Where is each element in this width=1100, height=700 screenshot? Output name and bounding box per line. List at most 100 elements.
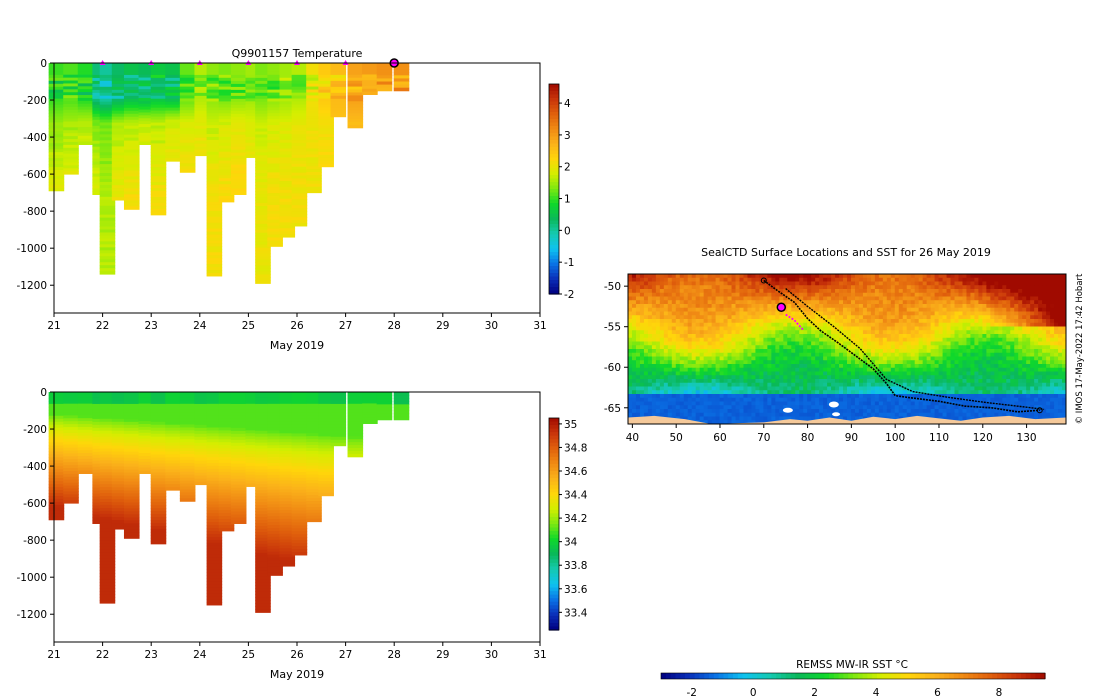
sst-cell bbox=[755, 285, 760, 290]
salinity-colorbar-segment bbox=[549, 566, 559, 571]
sst-cell bbox=[894, 326, 900, 331]
sst-cell bbox=[1062, 300, 1066, 305]
sst-cell bbox=[870, 345, 876, 350]
sst-cell bbox=[643, 304, 649, 309]
salinity-cell bbox=[291, 504, 308, 509]
sst-cell bbox=[878, 315, 884, 320]
sst-cell bbox=[639, 356, 645, 361]
salinity-cell bbox=[267, 545, 283, 550]
sst-cell bbox=[1026, 356, 1031, 361]
temperature-cell bbox=[99, 63, 116, 67]
temperature-cell bbox=[77, 100, 94, 105]
salinity-cell bbox=[77, 403, 94, 408]
sst-cell bbox=[858, 334, 864, 339]
sst-cell bbox=[1046, 319, 1051, 324]
sst-cell bbox=[675, 334, 681, 339]
sst-cell bbox=[731, 356, 737, 361]
sst-cell bbox=[783, 352, 788, 357]
salinity-cell bbox=[267, 468, 283, 473]
sst-cell bbox=[1034, 315, 1039, 320]
salinity-cell bbox=[63, 432, 79, 437]
temperature-cell bbox=[123, 122, 140, 127]
temperature-cell bbox=[291, 116, 308, 120]
temperature-cell bbox=[267, 86, 283, 91]
sst-cell bbox=[1006, 289, 1011, 294]
salinity-cell bbox=[318, 409, 334, 414]
sst-cell bbox=[1014, 345, 1019, 350]
sst-cell bbox=[938, 330, 944, 335]
temperature-cell bbox=[279, 133, 296, 138]
sst-cell bbox=[843, 341, 848, 346]
temperature-cell bbox=[376, 75, 393, 79]
temperature-cell bbox=[165, 77, 181, 82]
sst-cell bbox=[862, 322, 868, 327]
temperature-cell bbox=[150, 182, 167, 186]
sst-cell bbox=[850, 337, 856, 342]
sst-cell bbox=[783, 322, 788, 327]
sst-cell bbox=[803, 304, 808, 309]
sst-cell bbox=[930, 315, 936, 320]
temperature-cell bbox=[165, 119, 181, 123]
sst-cell bbox=[639, 274, 645, 279]
temperature-cell bbox=[99, 125, 116, 129]
temperature-cell bbox=[230, 113, 247, 118]
sst-cell bbox=[795, 307, 800, 312]
sst-cell bbox=[966, 274, 971, 279]
salinity-cell bbox=[267, 400, 283, 405]
salinity-cell bbox=[279, 442, 296, 446]
temperature-cell bbox=[393, 72, 410, 76]
sst-cell bbox=[898, 277, 904, 282]
salinity-cell bbox=[279, 536, 296, 541]
temperature-cell bbox=[255, 253, 271, 258]
sst-cell bbox=[1014, 341, 1019, 346]
salinity-cell bbox=[138, 470, 155, 474]
sst-cell bbox=[775, 300, 780, 305]
sst-cell bbox=[1010, 304, 1015, 309]
temperature-cell bbox=[267, 142, 283, 147]
sst-cell bbox=[667, 322, 673, 327]
sst-cell bbox=[954, 300, 959, 305]
temperature-cell bbox=[279, 104, 296, 108]
temperature-cell bbox=[150, 131, 167, 135]
sst-cell bbox=[747, 345, 752, 350]
sst-cell bbox=[998, 281, 1003, 286]
sst-cell bbox=[643, 307, 649, 312]
sst-cell bbox=[795, 356, 800, 361]
sst-cell bbox=[795, 281, 800, 286]
salinity-colorbar-label: 34 bbox=[564, 537, 578, 549]
sst-cell bbox=[707, 311, 713, 316]
sst-cell bbox=[675, 289, 681, 294]
salinity-cell bbox=[194, 457, 211, 462]
sst-cell bbox=[938, 334, 944, 339]
sst-cell bbox=[1054, 277, 1059, 282]
sst-cell bbox=[1042, 319, 1047, 324]
salinity-cell bbox=[230, 412, 247, 417]
sst-cell bbox=[675, 274, 681, 279]
sst-cell bbox=[807, 315, 812, 320]
temperature-cell bbox=[255, 259, 271, 264]
sst-cell bbox=[942, 307, 948, 312]
temperature-cell bbox=[291, 193, 308, 197]
sst-cell bbox=[628, 360, 633, 365]
salinity-cell bbox=[111, 478, 128, 482]
sst-cell bbox=[850, 292, 856, 297]
sst-cell bbox=[858, 300, 864, 305]
sst-cell bbox=[727, 315, 733, 320]
sst-cell bbox=[938, 345, 944, 350]
sst-cell bbox=[1062, 274, 1066, 279]
temperature-cell bbox=[267, 169, 283, 173]
sst-cell bbox=[779, 292, 784, 297]
sst-cell bbox=[743, 289, 748, 294]
salinity-cell bbox=[194, 392, 211, 396]
temperature-cell bbox=[111, 197, 128, 201]
sst-cell bbox=[747, 330, 752, 335]
sst-cell bbox=[739, 349, 744, 354]
sst-cell bbox=[898, 315, 904, 320]
salinity-cell bbox=[230, 508, 247, 513]
salinity-cell bbox=[279, 521, 296, 526]
sst-cell bbox=[894, 349, 900, 354]
sst-cell bbox=[803, 341, 808, 346]
sst-cell bbox=[799, 352, 804, 357]
sst-cell bbox=[990, 311, 995, 316]
sst-cell bbox=[639, 292, 645, 297]
